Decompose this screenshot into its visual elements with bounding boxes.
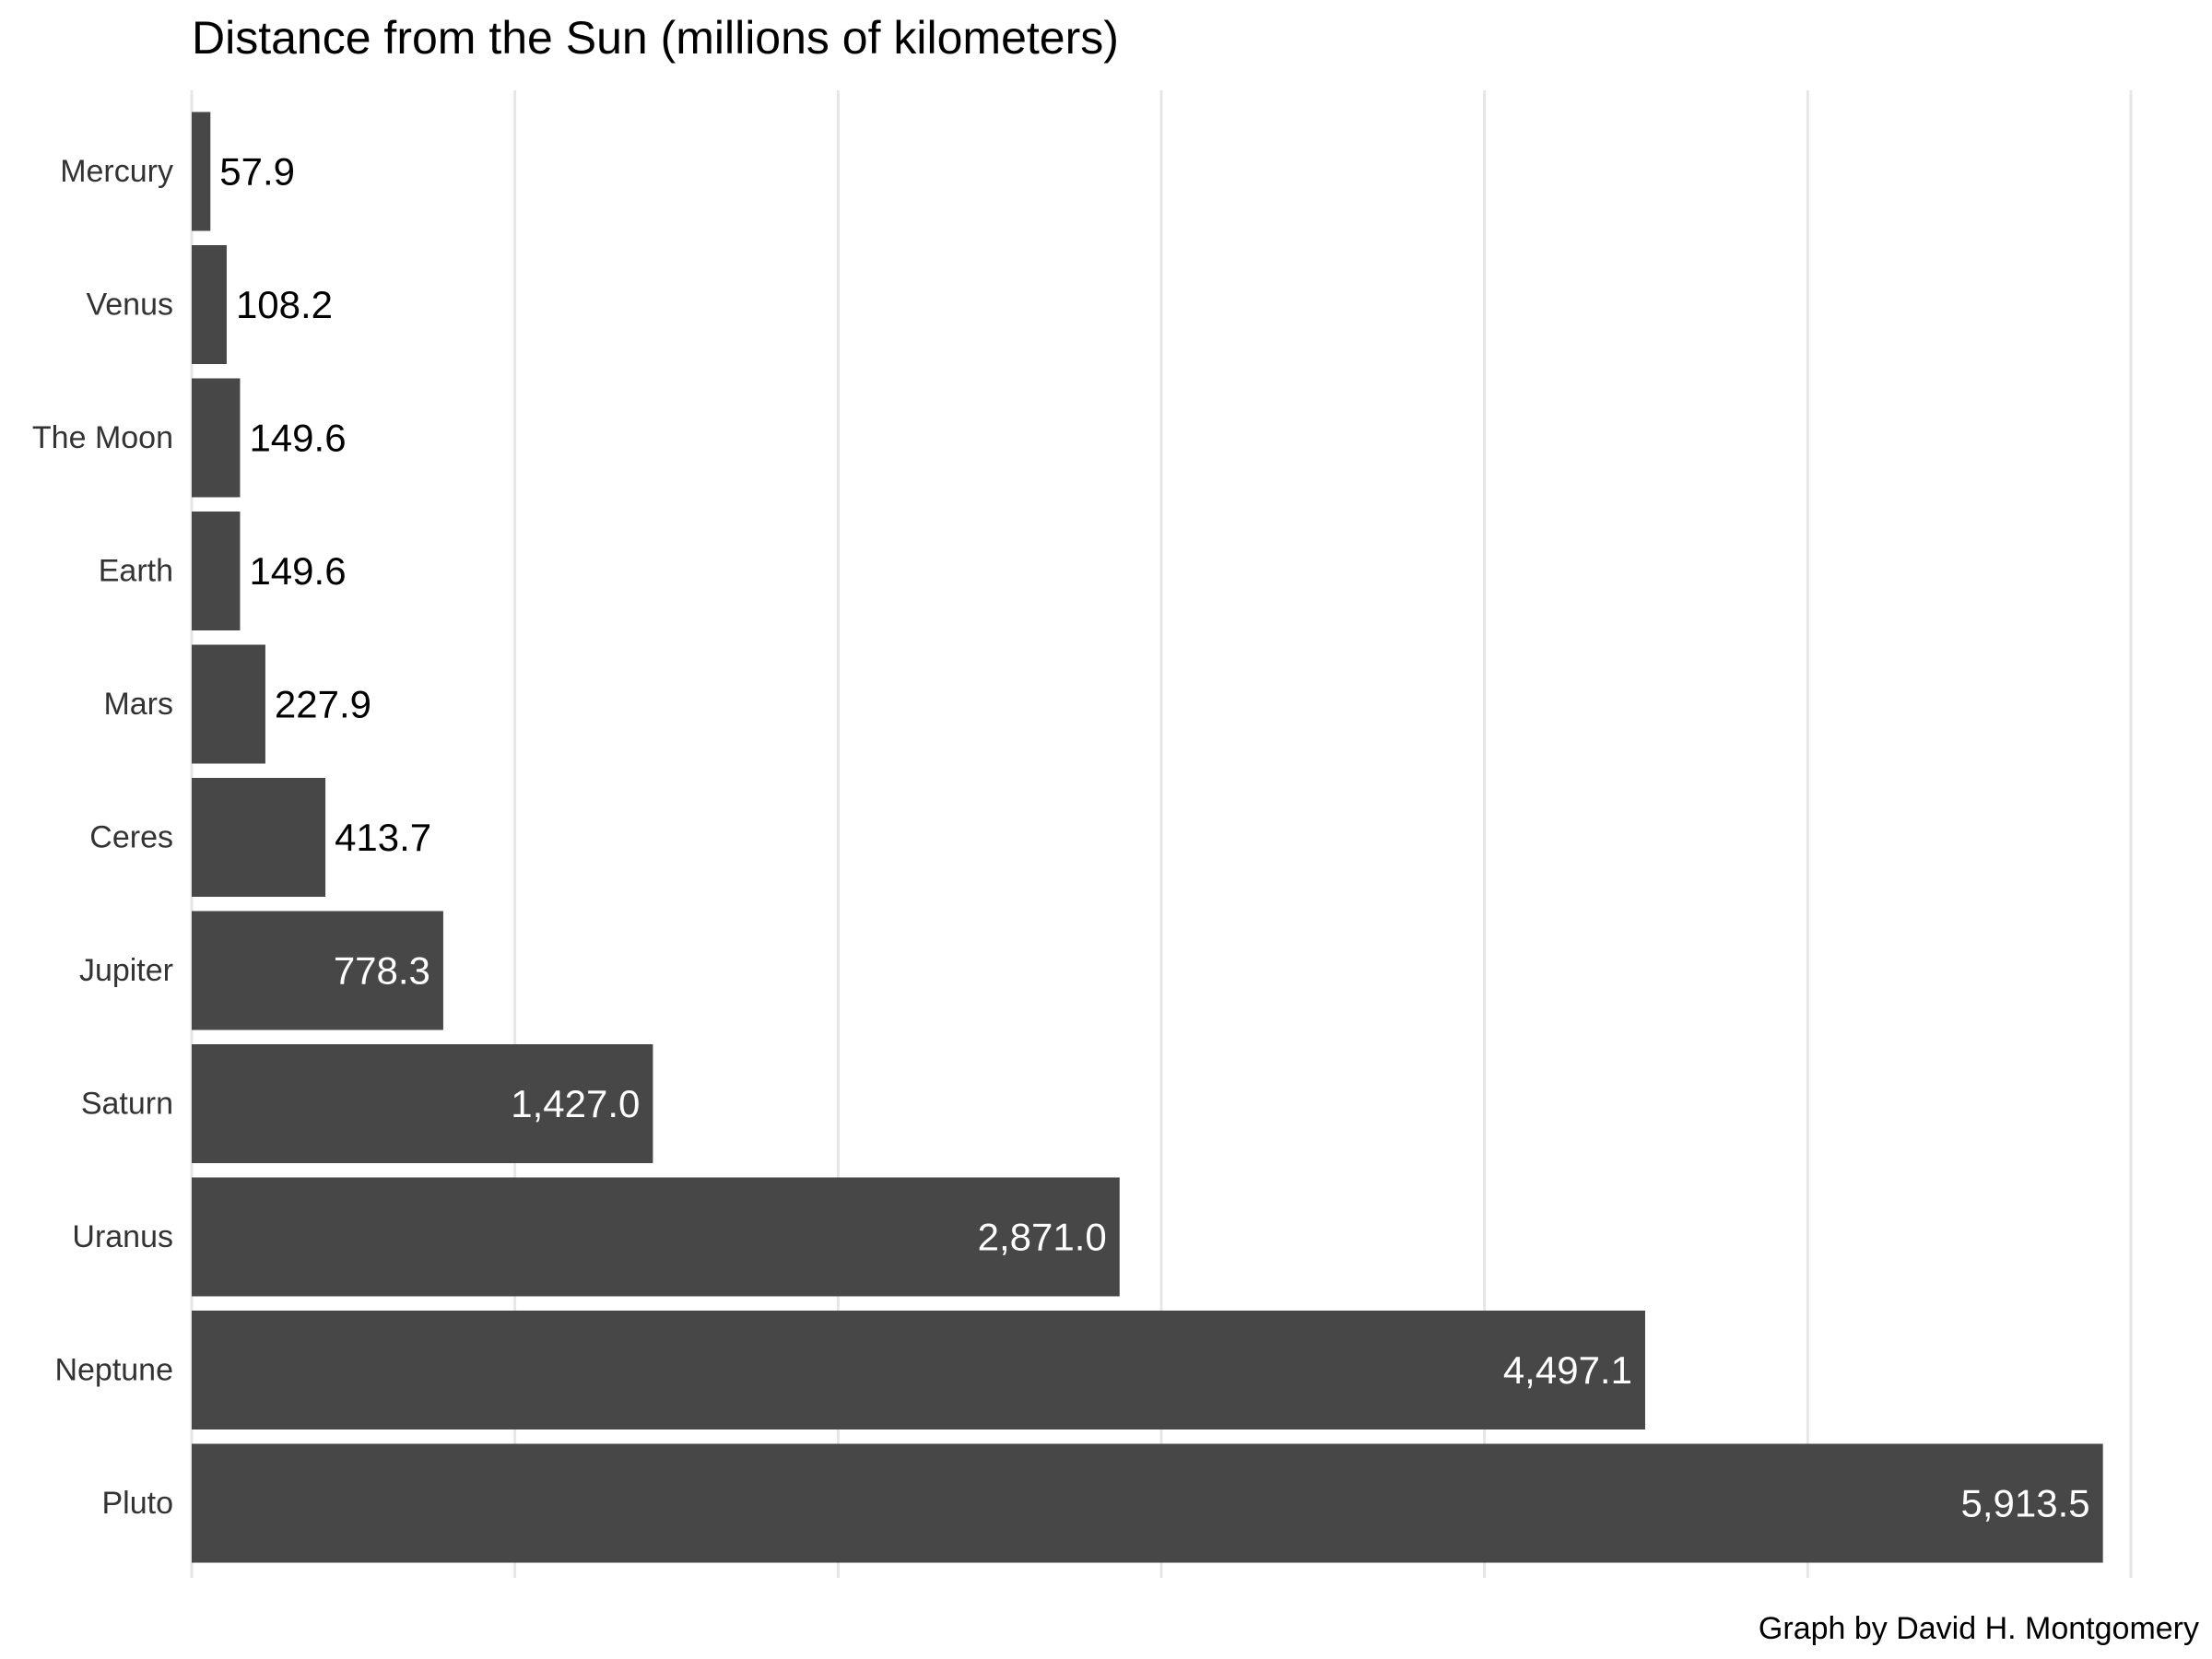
category-label-jupiter: Jupiter <box>79 953 173 988</box>
bar-uranus <box>192 1177 1120 1297</box>
value-label-mars: 227.9 <box>275 683 371 726</box>
value-label-earth: 149.6 <box>249 549 346 593</box>
value-label-venus: 108.2 <box>236 283 333 326</box>
bar-neptune <box>192 1311 1645 1430</box>
value-label-uranus: 2,871.0 <box>978 1216 1107 1259</box>
value-label-mercury: 57.9 <box>219 150 295 194</box>
bar-saturn <box>192 1044 653 1163</box>
chart-title: Distance from the Sun (millions of kilom… <box>192 12 1119 64</box>
bar-earth <box>192 512 241 630</box>
bar-venus <box>192 245 227 364</box>
value-label-the-moon: 149.6 <box>249 417 346 460</box>
bar-pluto <box>192 1443 2103 1563</box>
bar-mercury <box>192 112 211 231</box>
bars <box>192 112 2103 1563</box>
bar-ceres <box>192 778 326 897</box>
category-label-pluto: Pluto <box>102 1486 174 1521</box>
bar-mars <box>192 644 265 764</box>
category-label-mercury: Mercury <box>60 154 173 189</box>
category-label-uranus: Uranus <box>72 1219 173 1254</box>
value-label-pluto: 5,913.5 <box>1961 1482 2090 1525</box>
value-labels: 57.9 108.2 149.6 149.6 227.9 413.7 778.3 1,427.… <box>219 150 2089 1525</box>
gridlines <box>190 90 2133 1578</box>
category-label-venus: Venus <box>86 288 173 323</box>
chart-caption: Graph by David H. Montgomery <box>1759 1611 2199 1646</box>
category-label-saturn: Saturn <box>81 1087 173 1122</box>
category-label-ceres: Ceres <box>89 820 173 855</box>
value-label-saturn: 1,427.0 <box>511 1082 640 1125</box>
category-label-mars: Mars <box>103 687 173 722</box>
category-label-the-moon: The Moon <box>32 420 173 455</box>
value-label-ceres: 413.7 <box>335 816 431 859</box>
category-label-earth: Earth <box>99 554 173 589</box>
bar-jupiter <box>192 911 443 1030</box>
value-label-neptune: 4,497.1 <box>1503 1348 1632 1392</box>
bar-the-moon <box>192 378 241 498</box>
category-label-neptune: Neptune <box>54 1353 173 1388</box>
value-label-jupiter: 778.3 <box>334 949 430 993</box>
category-labels: Mercury Venus The Moon Earth Mars Ceres Jupite… <box>32 154 173 1521</box>
